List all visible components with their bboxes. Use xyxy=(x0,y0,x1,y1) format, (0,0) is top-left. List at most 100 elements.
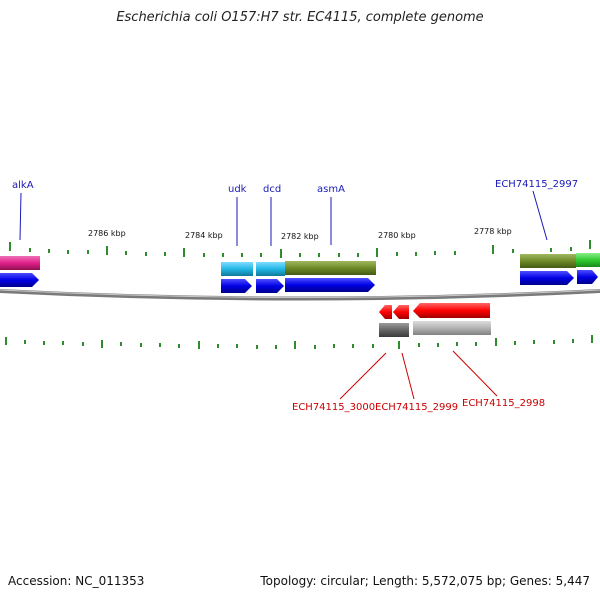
tick-label: 2784 kbp xyxy=(185,231,223,240)
tick-mark xyxy=(82,342,84,346)
tick-mark xyxy=(437,343,439,347)
feature-track-lower xyxy=(379,321,491,337)
tick-mark xyxy=(120,342,122,346)
feature-asmA[interactable] xyxy=(285,261,376,275)
gene-label-asmA[interactable]: asmA xyxy=(317,184,345,195)
tick-mark xyxy=(550,248,552,252)
tick-label: 2786 kbp xyxy=(88,229,126,238)
tick-mark xyxy=(217,344,219,348)
tick-mark xyxy=(570,247,572,251)
tick-mark xyxy=(294,341,296,349)
tick-mark xyxy=(533,340,535,344)
leader-line xyxy=(339,352,387,400)
gene-arrow-asmA[interactable] xyxy=(285,278,375,292)
tick-mark xyxy=(164,252,166,256)
top-ticks xyxy=(9,240,591,258)
tick-mark xyxy=(241,253,243,257)
tick-mark xyxy=(589,240,591,249)
tick-mark xyxy=(372,344,374,348)
genome-title: Escherichia coli O157:H7 str. EC4115, co… xyxy=(116,10,484,25)
tick-mark xyxy=(492,245,494,254)
tick-mark xyxy=(275,345,277,349)
gene-label-ECH74115_2998[interactable]: ECH74115_2998 xyxy=(462,398,545,409)
tick-mark xyxy=(591,335,593,343)
tick-mark xyxy=(456,342,458,346)
tick-mark xyxy=(418,343,420,347)
gene-arrow-alkA[interactable] xyxy=(0,273,39,287)
tick-mark xyxy=(159,343,161,347)
tick-mark xyxy=(260,253,262,257)
tick-mark xyxy=(280,249,282,258)
gene-label-udk[interactable]: udk xyxy=(228,184,247,195)
gene-track-forward xyxy=(0,270,598,293)
gene-label-ECH74115_3000[interactable]: ECH74115_3000 xyxy=(292,402,375,413)
tick-mark xyxy=(140,343,142,347)
gene-arrow-dcd[interactable] xyxy=(256,279,284,293)
gene-arrow-ECH74115_2997[interactable] xyxy=(520,271,574,285)
feature-dcd[interactable] xyxy=(256,262,285,276)
gene-arrow-forward[interactable] xyxy=(577,270,598,284)
tick-mark xyxy=(454,251,456,255)
tick-mark xyxy=(314,345,316,349)
tick-mark xyxy=(553,340,555,344)
tick-mark xyxy=(376,248,378,257)
gene-label-alkA[interactable]: alkA xyxy=(12,180,34,191)
tick-mark xyxy=(256,345,258,349)
gene-label-ECH74115_2999[interactable]: ECH74115_2999 xyxy=(375,402,458,413)
tick-mark xyxy=(572,339,574,343)
feature-ECH74115_2997[interactable] xyxy=(520,254,576,268)
leader-line xyxy=(19,192,22,241)
bottom-ticks xyxy=(5,335,593,349)
tick-mark xyxy=(434,251,436,255)
feature-udk[interactable] xyxy=(221,262,253,276)
tick-mark xyxy=(203,253,205,257)
tick-mark xyxy=(333,344,335,348)
tick-mark xyxy=(512,249,514,253)
genome-summary: Topology: circular; Length: 5,572,075 bp… xyxy=(260,574,590,588)
tick-mark xyxy=(398,341,400,349)
feature-gray-light[interactable] xyxy=(413,321,491,335)
tick-mark xyxy=(338,253,340,257)
tick-mark xyxy=(178,344,180,348)
tick-mark xyxy=(5,337,7,345)
tick-mark xyxy=(357,253,359,257)
tick-mark xyxy=(495,338,497,346)
tick-mark xyxy=(299,253,301,257)
gene-label-ECH74115_2997[interactable]: ECH74115_2997 xyxy=(495,179,578,190)
gene-arrow-ECH74115_2998[interactable] xyxy=(413,303,490,318)
tick-mark xyxy=(67,250,69,254)
leader-line xyxy=(452,350,498,397)
tick-label: 2778 kbp xyxy=(474,227,512,236)
feature-magenta[interactable] xyxy=(0,256,40,270)
tick-mark xyxy=(43,341,45,345)
tick-mark xyxy=(236,344,238,348)
genome-backbone-highlight xyxy=(0,289,600,298)
feature-gray-dark[interactable] xyxy=(379,323,409,337)
tick-mark xyxy=(87,250,89,254)
tick-mark xyxy=(198,341,200,349)
tick-mark xyxy=(106,246,108,255)
genome-backbone xyxy=(0,289,600,301)
gene-arrow-udk[interactable] xyxy=(221,279,252,293)
tick-label: 2782 kbp xyxy=(281,232,319,241)
tick-mark xyxy=(415,252,417,256)
tick-mark xyxy=(125,251,127,255)
tick-mark xyxy=(475,342,477,346)
gene-arrow-ECH74115_3000[interactable] xyxy=(379,305,392,319)
tick-label: 2780 kbp xyxy=(378,231,416,240)
tick-mark xyxy=(318,253,320,257)
accession-label: Accession: NC_011353 xyxy=(8,574,145,588)
feature-green[interactable] xyxy=(576,253,600,267)
tick-mark xyxy=(48,249,50,253)
tick-mark xyxy=(9,242,11,251)
tick-mark xyxy=(62,341,64,345)
tick-mark xyxy=(29,248,31,252)
tick-mark xyxy=(352,344,354,348)
leader-line xyxy=(401,352,415,400)
gene-arrow-ECH74115_2999[interactable] xyxy=(393,305,409,319)
tick-mark xyxy=(145,252,147,256)
gene-label-dcd[interactable]: dcd xyxy=(263,184,281,195)
leader-line xyxy=(532,190,548,241)
tick-mark xyxy=(24,340,26,344)
